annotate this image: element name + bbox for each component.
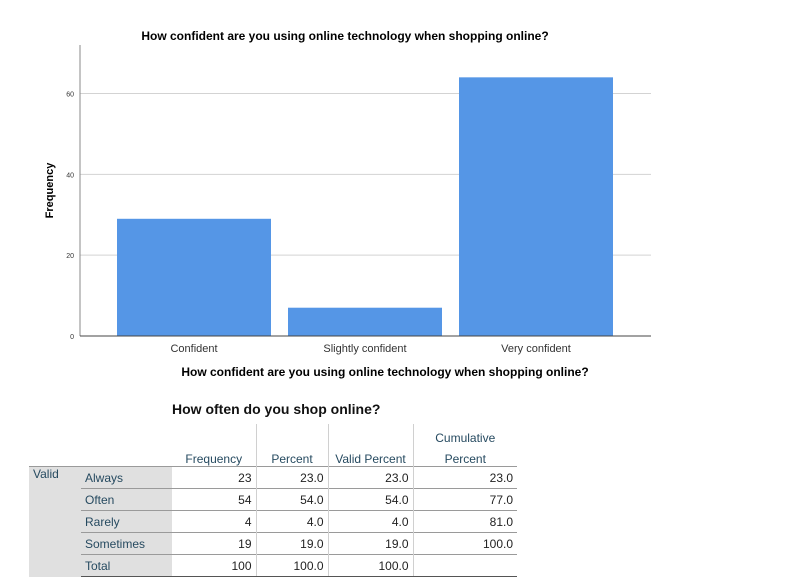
cell-cumulative: 100.0 — [412, 532, 517, 555]
row-label: Always — [81, 466, 172, 489]
cell-valid-percent: 4.0 — [327, 510, 413, 533]
cell-cumulative: 23.0 — [412, 466, 517, 489]
x-tick-label: Slightly confident — [323, 343, 406, 355]
header-valid-percent: Valid Percent — [327, 445, 413, 467]
cell-percent: 19.0 — [255, 532, 328, 555]
bar — [288, 307, 442, 336]
row-label: Rarely — [81, 510, 172, 533]
table-row-total: Total 100 100.0 100.0 — [29, 554, 517, 577]
chart-title: How confident are you using online techn… — [141, 29, 549, 43]
bar — [459, 77, 613, 336]
x-tick-label: Very confident — [501, 343, 571, 355]
table-row: Valid Always 23 23.0 23.0 23.0 — [29, 466, 517, 577]
cell-percent: 54.0 — [255, 488, 328, 511]
bar-chart: 0 20 40 60 Confident Slightly confident Very c… — [44, 45, 651, 355]
row-label: Total — [81, 554, 172, 577]
y-tick-label: 40 — [66, 172, 74, 179]
x-axis-label: How confident are you using online techn… — [181, 365, 589, 379]
cell-cumulative: 81.0 — [412, 510, 517, 533]
cell-frequency: 23 — [172, 466, 256, 489]
cell-cumulative — [412, 554, 517, 577]
y-axis-label: Frequency — [44, 162, 56, 219]
header-cumulative-2: Percent — [412, 445, 517, 467]
cell-valid-percent: 100.0 — [327, 554, 413, 577]
table-row: Rarely 4 4.0 4.0 81.0 — [29, 510, 517, 533]
cell-valid-percent: 19.0 — [327, 532, 413, 555]
cell-frequency: 54 — [172, 488, 256, 511]
frequency-table: Cumulative Frequency Percent Valid Perce… — [29, 424, 517, 577]
cell-frequency: 100 — [172, 554, 256, 577]
group-label: Valid — [29, 466, 81, 577]
table-row: Often 54 54.0 54.0 77.0 — [29, 488, 517, 511]
cell-valid-percent: 54.0 — [327, 488, 413, 511]
y-tick-label: 60 — [66, 92, 74, 99]
cell-percent: 100.0 — [255, 554, 328, 577]
cell-frequency: 4 — [172, 510, 256, 533]
row-label: Sometimes — [81, 532, 172, 555]
cell-percent: 4.0 — [255, 510, 328, 533]
x-tick-label: Confident — [170, 343, 217, 355]
y-tick-label: 20 — [66, 253, 74, 260]
table-row: Sometimes 19 19.0 19.0 100.0 — [29, 532, 517, 555]
row-label: Often — [81, 488, 172, 511]
bar — [117, 218, 271, 336]
header-percent: Percent — [255, 445, 328, 467]
table-title: How often do you shop online? — [172, 401, 381, 417]
y-tick-label: 0 — [70, 334, 74, 341]
header-cumulative-1: Cumulative — [412, 424, 517, 445]
header-frequency: Frequency — [185, 452, 243, 466]
cell-cumulative: 77.0 — [412, 488, 517, 511]
cell-frequency: 19 — [172, 532, 256, 555]
cell-valid-percent: 23.0 — [327, 466, 413, 489]
cell-percent: 23.0 — [255, 466, 328, 489]
